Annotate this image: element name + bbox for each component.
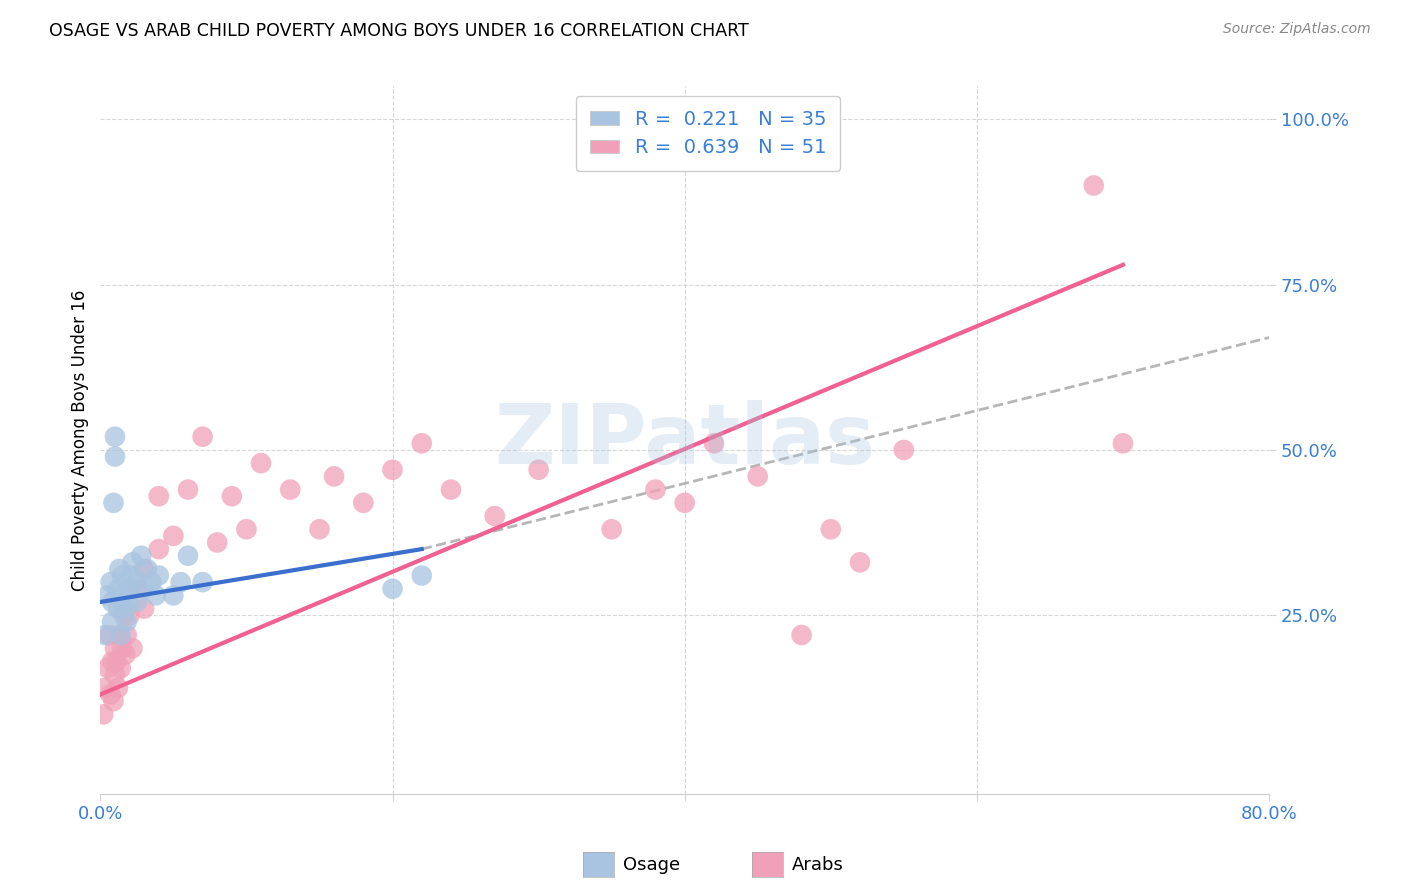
Point	[107, 681, 129, 695]
Point	[134, 562, 156, 576]
Point	[112, 588, 135, 602]
Text: ZIPatlas: ZIPatlas	[494, 400, 875, 481]
Point	[162, 588, 184, 602]
Point	[134, 601, 156, 615]
Point	[849, 555, 872, 569]
Point	[1083, 178, 1105, 193]
Point	[162, 529, 184, 543]
Point	[101, 595, 124, 609]
Point	[308, 522, 330, 536]
Point	[103, 496, 125, 510]
Text: Arabs: Arabs	[792, 856, 844, 874]
Point	[108, 562, 131, 576]
Point	[703, 436, 725, 450]
Point	[141, 575, 163, 590]
Point	[110, 628, 132, 642]
Point	[115, 628, 138, 642]
Point	[117, 595, 139, 609]
Point	[820, 522, 842, 536]
Point	[177, 549, 200, 563]
Point	[97, 588, 120, 602]
Point	[323, 469, 346, 483]
Point	[101, 655, 124, 669]
Point	[129, 549, 152, 563]
Point	[111, 641, 134, 656]
Point	[111, 595, 134, 609]
Point	[148, 489, 170, 503]
Point	[103, 694, 125, 708]
Point	[440, 483, 463, 497]
Point	[1112, 436, 1135, 450]
Point	[100, 688, 122, 702]
Point	[115, 615, 138, 629]
Point	[121, 641, 143, 656]
Point	[100, 575, 122, 590]
Point	[125, 582, 148, 596]
Point	[118, 608, 141, 623]
Point	[112, 608, 135, 623]
Point	[221, 489, 243, 503]
Point	[191, 430, 214, 444]
Point	[411, 436, 433, 450]
Y-axis label: Child Poverty Among Boys Under 16: Child Poverty Among Boys Under 16	[72, 289, 89, 591]
Point	[97, 661, 120, 675]
Point	[107, 601, 129, 615]
Point	[527, 463, 550, 477]
Point	[98, 628, 121, 642]
Point	[145, 588, 167, 602]
Point	[125, 595, 148, 609]
Point	[136, 562, 159, 576]
Point	[191, 575, 214, 590]
Point	[381, 582, 404, 596]
Point	[121, 555, 143, 569]
Point	[107, 582, 129, 596]
Point	[381, 463, 404, 477]
Point	[411, 568, 433, 582]
Point	[170, 575, 193, 590]
Point	[93, 681, 115, 695]
Point	[235, 522, 257, 536]
Point	[110, 661, 132, 675]
Point	[114, 648, 136, 662]
Point	[108, 628, 131, 642]
Point	[600, 522, 623, 536]
Point	[104, 430, 127, 444]
Legend: R =  0.221   N = 35, R =  0.639   N = 51: R = 0.221 N = 35, R = 0.639 N = 51	[576, 96, 839, 171]
Point	[673, 496, 696, 510]
Point	[747, 469, 769, 483]
Point	[104, 450, 127, 464]
Point	[104, 667, 127, 681]
Point	[352, 496, 374, 510]
Point	[134, 582, 156, 596]
Point	[125, 575, 148, 590]
Point	[101, 615, 124, 629]
Point	[118, 582, 141, 596]
Text: Osage: Osage	[623, 856, 681, 874]
Point	[111, 568, 134, 582]
Point	[250, 456, 273, 470]
Point	[484, 509, 506, 524]
Point	[120, 568, 142, 582]
Point	[104, 641, 127, 656]
Point	[93, 628, 115, 642]
Text: Source: ZipAtlas.com: Source: ZipAtlas.com	[1223, 22, 1371, 37]
Point	[148, 568, 170, 582]
Point	[114, 601, 136, 615]
Point	[790, 628, 813, 642]
Point	[148, 542, 170, 557]
Point	[893, 442, 915, 457]
Point	[278, 483, 301, 497]
Text: OSAGE VS ARAB CHILD POVERTY AMONG BOYS UNDER 16 CORRELATION CHART: OSAGE VS ARAB CHILD POVERTY AMONG BOYS U…	[49, 22, 749, 40]
Point	[644, 483, 666, 497]
Point	[91, 707, 114, 722]
Point	[205, 535, 228, 549]
Point	[177, 483, 200, 497]
Point	[105, 655, 128, 669]
